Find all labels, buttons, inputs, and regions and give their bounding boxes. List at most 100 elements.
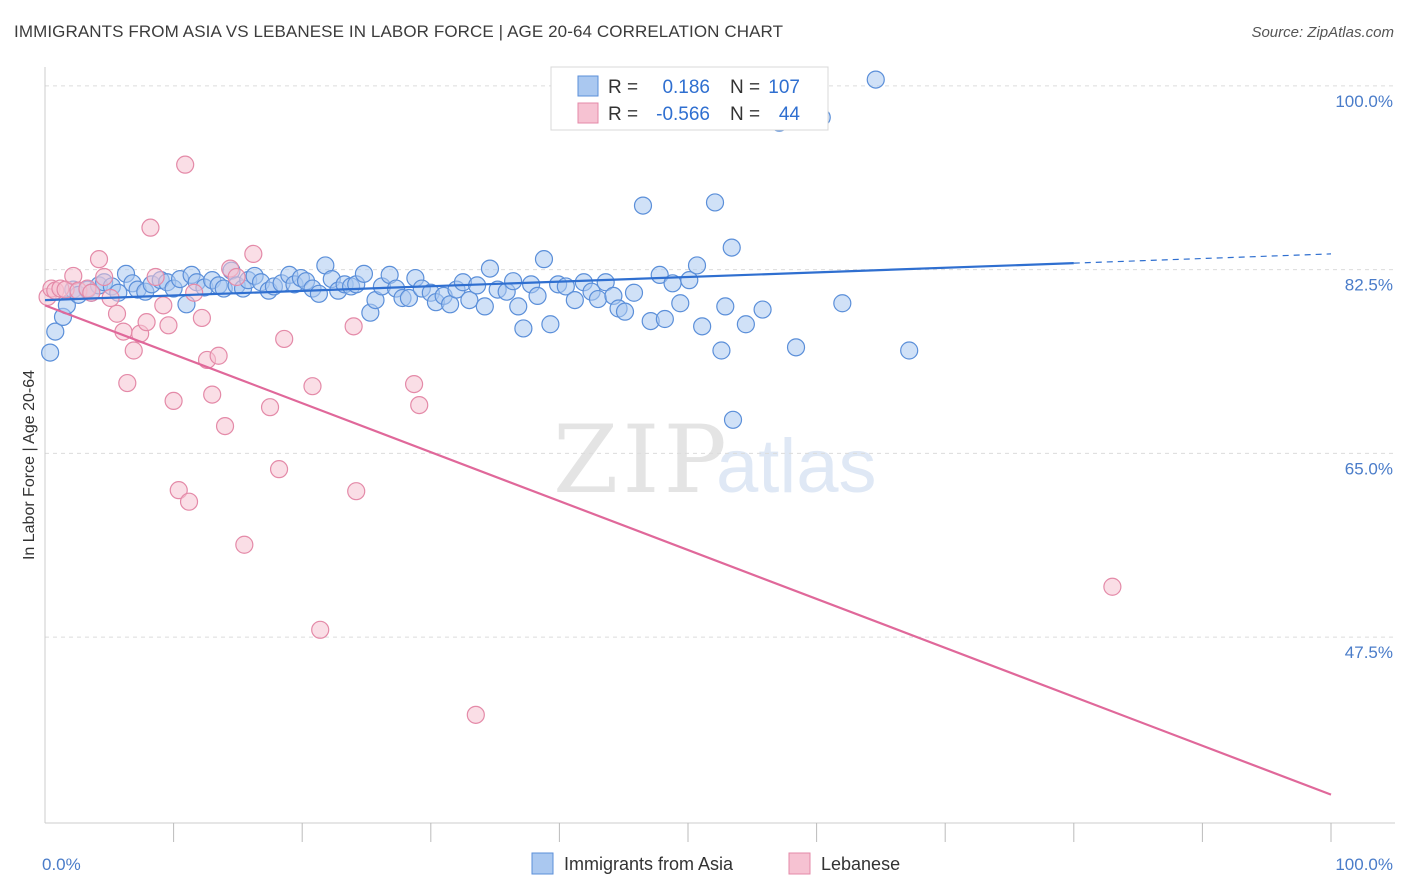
lebanese-point-19 bbox=[146, 267, 165, 287]
lebanese-point-37 bbox=[269, 460, 289, 479]
trend-lines bbox=[44, 253, 1332, 796]
y-tick-label-0: 100.0% bbox=[1335, 92, 1393, 111]
lebanese-point-29 bbox=[203, 385, 222, 404]
lebanese-point-17 bbox=[137, 313, 156, 332]
asia-point-92 bbox=[655, 309, 674, 329]
watermark-zip: ZIP bbox=[553, 406, 731, 515]
lebanese-point-45 bbox=[466, 705, 485, 724]
lebanese-point-10 bbox=[95, 267, 114, 287]
asia-point-67 bbox=[475, 297, 494, 316]
lebanese-point-46 bbox=[1103, 577, 1122, 596]
legend-swatch-blue bbox=[577, 75, 599, 97]
trend-line-lebanese bbox=[44, 304, 1332, 796]
source-note: Source: ZipAtlas.com bbox=[1251, 24, 1394, 41]
lebanese-point-22 bbox=[164, 391, 183, 410]
bottom-legend-swatch-blue bbox=[531, 852, 554, 875]
y-tick-label-2: 65.0% bbox=[1345, 459, 1393, 478]
x-tick-label-1: 100.0% bbox=[1335, 855, 1393, 874]
asia-point-107 bbox=[866, 70, 885, 89]
x-tick-label-0: 0.0% bbox=[42, 855, 81, 874]
lebanese-point-18 bbox=[141, 218, 160, 237]
legend-r-label-2: R = bbox=[608, 104, 638, 125]
lebanese-point-35 bbox=[244, 244, 263, 263]
asia-point-99 bbox=[716, 297, 735, 316]
x-tick-labels: 0.0% 100.0% bbox=[42, 855, 1393, 874]
lebanese-point-9 bbox=[89, 250, 109, 269]
lebanese-point-44 bbox=[410, 396, 429, 415]
asia-point-71 bbox=[504, 272, 523, 291]
lebanese-point-20 bbox=[154, 296, 173, 315]
lebanese-point-40 bbox=[311, 620, 330, 639]
grid-lines bbox=[45, 85, 1395, 638]
legend-n-value-1: 107 bbox=[768, 77, 800, 98]
chart-title: IMMIGRANTS FROM ASIA VS LEBANESE IN LABO… bbox=[14, 22, 784, 41]
asia-point-89 bbox=[633, 196, 653, 215]
asia-point-96 bbox=[687, 256, 707, 275]
asia-point-104 bbox=[786, 338, 806, 357]
y-axis-label: In Labor Force | Age 20-64 bbox=[21, 370, 38, 560]
asia-point-108 bbox=[900, 341, 919, 360]
lebanese-point-25 bbox=[179, 492, 199, 511]
stats-legend: R = 0.186 N = 107 R = -0.566 N = 44 bbox=[550, 66, 829, 131]
watermark-atlas: atlas bbox=[716, 424, 877, 509]
asia-point-76 bbox=[534, 250, 554, 269]
asia-point-75 bbox=[528, 286, 547, 305]
asia-point-68 bbox=[480, 259, 500, 278]
series-immigrants-from-asia bbox=[41, 70, 919, 429]
bottom-legend-label-asia: Immigrants from Asia bbox=[564, 854, 734, 874]
legend-r-label-1: R = bbox=[608, 77, 638, 98]
asia-point-94 bbox=[671, 294, 690, 313]
lebanese-point-12 bbox=[107, 304, 127, 323]
y-tick-label-1: 82.5% bbox=[1345, 276, 1393, 295]
trend-line-asia bbox=[44, 262, 1074, 302]
asia-point-1 bbox=[46, 322, 65, 341]
lebanese-point-34 bbox=[235, 535, 254, 554]
y-tick-labels: 100.0% 82.5% 65.0% 47.5% bbox=[1335, 92, 1393, 662]
lebanese-point-23 bbox=[169, 481, 188, 500]
legend-n-value-2: 44 bbox=[779, 104, 801, 125]
asia-point-72 bbox=[509, 297, 528, 316]
lebanese-point-39 bbox=[303, 377, 322, 396]
asia-point-100 bbox=[722, 238, 741, 257]
lebanese-point-43 bbox=[404, 375, 424, 394]
bottom-legend-swatch-pink bbox=[788, 852, 811, 875]
asia-point-49 bbox=[354, 264, 374, 283]
legend-swatch-pink bbox=[577, 102, 599, 124]
asia-point-83 bbox=[588, 289, 608, 309]
lebanese-point-27 bbox=[192, 308, 211, 328]
asia-point-42 bbox=[309, 284, 329, 303]
asia-point-80 bbox=[565, 291, 584, 310]
series-legend: Immigrants from Asia Lebanese bbox=[531, 852, 900, 875]
asia-point-106 bbox=[833, 294, 852, 313]
lebanese-point-14 bbox=[118, 373, 137, 393]
lebanese-point-30 bbox=[209, 346, 228, 365]
asia-point-87 bbox=[615, 302, 635, 321]
bottom-legend-label-lebanese: Lebanese bbox=[821, 854, 900, 874]
lebanese-point-15 bbox=[124, 341, 143, 360]
asia-point-102 bbox=[753, 300, 772, 319]
asia-point-65 bbox=[460, 291, 479, 310]
lebanese-point-42 bbox=[347, 482, 366, 501]
axes bbox=[44, 67, 1395, 842]
lebanese-point-21 bbox=[159, 316, 178, 335]
trend-line-asia-extension bbox=[1073, 253, 1332, 264]
asia-point-73 bbox=[514, 319, 533, 338]
asia-point-77 bbox=[541, 315, 560, 334]
lebanese-point-31 bbox=[215, 417, 235, 436]
lebanese-point-36 bbox=[260, 398, 280, 417]
asia-point-97 bbox=[693, 317, 712, 336]
lebanese-point-24 bbox=[176, 155, 195, 174]
lebanese-point-41 bbox=[344, 317, 363, 336]
lebanese-point-33 bbox=[227, 267, 246, 287]
lebanese-point-26 bbox=[185, 283, 204, 302]
lebanese-point-38 bbox=[275, 329, 294, 349]
asia-point-109 bbox=[723, 410, 743, 429]
asia-point-101 bbox=[736, 315, 755, 334]
y-tick-label-3: 47.5% bbox=[1345, 643, 1393, 662]
lebanese-point-8 bbox=[82, 283, 101, 302]
legend-r-value-1: 0.186 bbox=[662, 77, 710, 98]
asia-point-84 bbox=[596, 273, 615, 292]
asia-point-110 bbox=[712, 341, 731, 360]
asia-point-56 bbox=[399, 288, 419, 308]
